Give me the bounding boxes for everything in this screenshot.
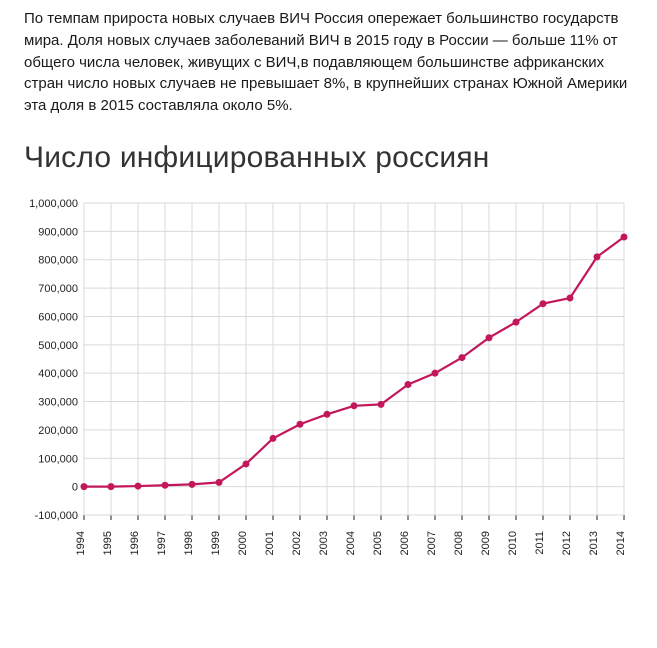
chart-svg: -100,000 0 100,000 200,000 300,000 400,000 500…	[24, 195, 633, 590]
y-tick-label: 0	[72, 481, 78, 493]
y-tick-label: 300,000	[38, 396, 78, 408]
x-tick-label: 1996	[129, 531, 141, 555]
series-marker	[216, 479, 223, 486]
x-tick-label: 1999	[210, 531, 222, 555]
series-marker	[135, 482, 142, 489]
series-marker	[621, 233, 628, 240]
series-marker	[270, 435, 277, 442]
series-marker	[432, 369, 439, 376]
series-marker	[351, 402, 358, 409]
y-tick-label: 100,000	[38, 453, 78, 465]
line-chart: -100,000 0 100,000 200,000 300,000 400,000 500…	[24, 195, 633, 590]
x-tick-label: 2013	[588, 531, 600, 555]
series-marker	[108, 483, 115, 490]
y-tick-label: 500,000	[38, 340, 78, 352]
x-tick-label: 2009	[480, 531, 492, 555]
x-tick-label: 1995	[102, 531, 114, 555]
series-marker	[513, 318, 520, 325]
x-tick-label: 2004	[345, 531, 357, 555]
series-marker	[486, 334, 493, 341]
y-tick-label: 200,000	[38, 425, 78, 437]
series-marker	[297, 420, 304, 427]
series-marker	[243, 460, 250, 467]
y-tick-label: 900,000	[38, 226, 78, 238]
y-tick-label: 600,000	[38, 311, 78, 323]
series-marker	[540, 300, 547, 307]
series-marker	[405, 381, 412, 388]
y-tick-label: 700,000	[38, 283, 78, 295]
x-tick-label: 1997	[156, 531, 168, 555]
x-tick-label: 2007	[426, 531, 438, 555]
x-tick-label: 2003	[318, 531, 330, 555]
x-tick-label: 2005	[372, 531, 384, 555]
series-marker	[81, 483, 88, 490]
x-tick-label: 2014	[615, 531, 627, 555]
chart-title: Число инфицированных россиян	[24, 141, 633, 175]
series-marker	[567, 294, 574, 301]
series-marker	[324, 411, 331, 418]
x-tick-label: 2011	[534, 531, 546, 555]
series-marker	[594, 253, 601, 260]
x-tick-label: 2006	[399, 531, 411, 555]
y-tick-label: -100,000	[35, 510, 78, 522]
x-tick-label: 1998	[183, 531, 195, 555]
series-marker	[189, 481, 196, 488]
x-tick-label: 1994	[75, 531, 87, 555]
x-tick-label: 2000	[237, 531, 249, 555]
x-tick-label: 2008	[453, 531, 465, 555]
series-marker	[459, 354, 466, 361]
intro-paragraph: По темпам прироста новых случаев ВИЧ Рос…	[24, 8, 633, 117]
series-marker	[378, 401, 385, 408]
y-tick-label: 800,000	[38, 254, 78, 266]
y-tick-label: 400,000	[38, 368, 78, 380]
x-tick-label: 2012	[561, 531, 573, 555]
y-tick-label: 1,000,000	[29, 198, 78, 210]
x-tick-label: 2001	[264, 531, 276, 555]
x-tick-label: 2002	[291, 531, 303, 555]
x-tick-label: 2010	[507, 531, 519, 555]
series-marker	[162, 481, 169, 488]
